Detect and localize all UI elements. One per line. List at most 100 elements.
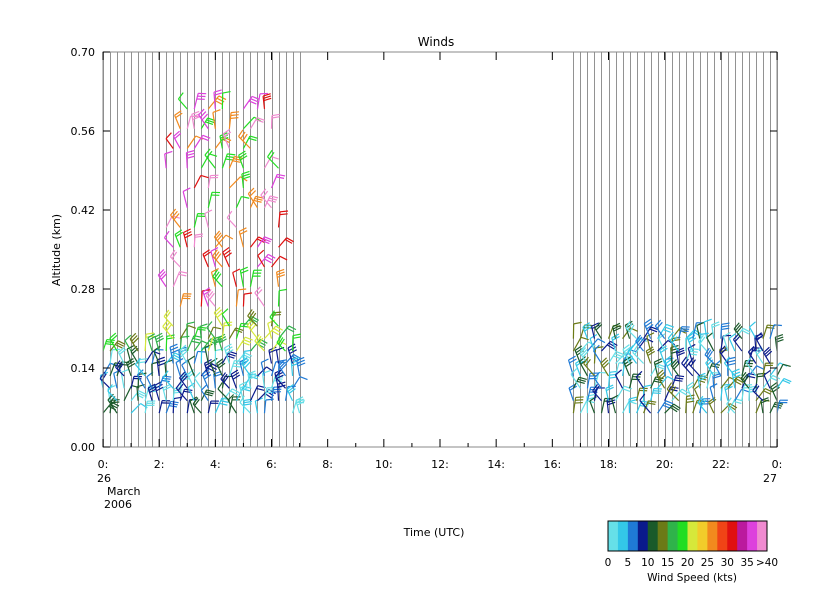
wind-barb-flag [156,337,164,343]
wind-barb-flag [681,356,687,364]
colorbar-swatch [757,521,768,551]
wind-barb-flag [155,386,164,392]
colorbar-tick-label: 25 [701,557,714,569]
wind-barb-flag [267,253,276,259]
wind-barb-flag [107,393,114,401]
wind-barb [144,350,154,364]
wind-barb-flag [169,343,178,348]
wind-barb-flag [213,230,221,238]
x-tick-label: 14: [487,458,505,471]
x-tick-label: 8: [322,458,333,471]
wind-barb-flag [240,325,249,328]
wind-barb-flag [223,375,230,383]
colorbar-swatch [647,521,659,551]
wind-barb-flag [772,386,780,393]
wind-barb-flag [255,195,264,199]
wind-barb-flag [707,350,713,359]
wind-barb-flag [782,363,791,368]
wind-barb-flag [180,373,187,381]
wind-barb-flag [238,150,246,156]
wind-barb-flag [271,330,279,336]
wind-barb-flag [291,362,300,367]
wind-barb-flag [286,327,295,333]
colorbar-swatch [667,521,679,551]
wind-barb [136,374,146,389]
colorbar-tick-label: 0 [605,557,612,569]
wind-barb-flag [662,404,671,409]
wind-barb-flag [214,340,223,344]
wind-barb-flag [184,233,193,239]
wind-barb [193,351,199,364]
wind-barb-flag [188,325,197,329]
wind-barb-flag [211,268,219,273]
wind-barb-flag [180,347,188,354]
y-axis-label: Altitude (km) [50,214,63,286]
wind-barb [720,385,723,401]
wind-barb [589,338,596,352]
wind-barb-flag [741,373,748,381]
wind-barb-flag [267,199,276,203]
wind-barb-flag [174,132,182,140]
wind-barb-flag [258,236,266,242]
wind-barb [260,362,266,377]
wind-barb-flag [254,286,261,294]
wind-barb-flag [216,234,223,242]
wind-barb [267,323,273,339]
wind-barb-flag [625,361,633,368]
wind-barb-flag [204,343,213,348]
wind-barb-flag [139,358,148,361]
wind-barb-flag [191,340,200,344]
wind-barb-flag [250,312,257,321]
wind-barb-flag [605,384,614,389]
wind-barb [692,322,697,339]
wind-barb [658,338,666,352]
wind-barb-flag [148,335,156,341]
wind-barb-flag [244,336,253,341]
wind-barb-flag [700,332,709,335]
wind-barb-flag [664,402,672,407]
wind-barb-flag [183,231,192,236]
wind-barb-flag [118,363,124,371]
wind-barb [275,350,280,364]
wind-barb-flag [232,268,241,274]
wind-barb-flag [263,95,272,99]
wind-barb-flag [583,324,591,330]
wind-barb [720,335,724,352]
wind-barb-flag [757,372,766,375]
wind-barb-flag [634,347,640,355]
wind-barb-flag [147,333,156,339]
wind-barb [210,271,216,287]
wind-barb-flag [223,131,232,138]
wind-barb-flag [183,228,191,234]
wind-barb [726,403,736,414]
wind-barb-flag [175,381,182,389]
wind-barb-flag [263,97,272,102]
colorbar-tick-label: 15 [661,557,674,569]
wind-barb-flag [612,324,621,330]
wind-barb [745,362,757,377]
wind-barb [593,372,600,389]
wind-barb-flag [243,403,252,406]
wind-barb-flag [234,155,243,159]
wind-barb-flag [706,349,712,357]
wind-barb-flag [582,322,590,328]
colorbar-tick-label: 30 [721,557,734,569]
wind-barb [748,326,757,339]
chart-title: Winds [418,35,454,49]
wind-barb-flag [273,380,282,382]
wind-barb-flag [639,393,646,401]
wind-barb [120,372,125,389]
wind-barb-flag [170,400,179,404]
wind-barb-flag [161,379,170,383]
wind-barb-flag [729,403,738,409]
date-month: March [107,485,141,498]
wind-barb-flag [761,399,770,404]
wind-barb-flag [646,348,655,354]
wind-barb-flag [244,292,253,295]
wind-barb-flag [179,270,188,274]
wind-barb [270,361,277,377]
wind-barb-flag [119,348,127,355]
wind-barb-flag [242,175,251,180]
wind-barb-flag [622,344,630,350]
wind-barb-flag [278,359,285,367]
